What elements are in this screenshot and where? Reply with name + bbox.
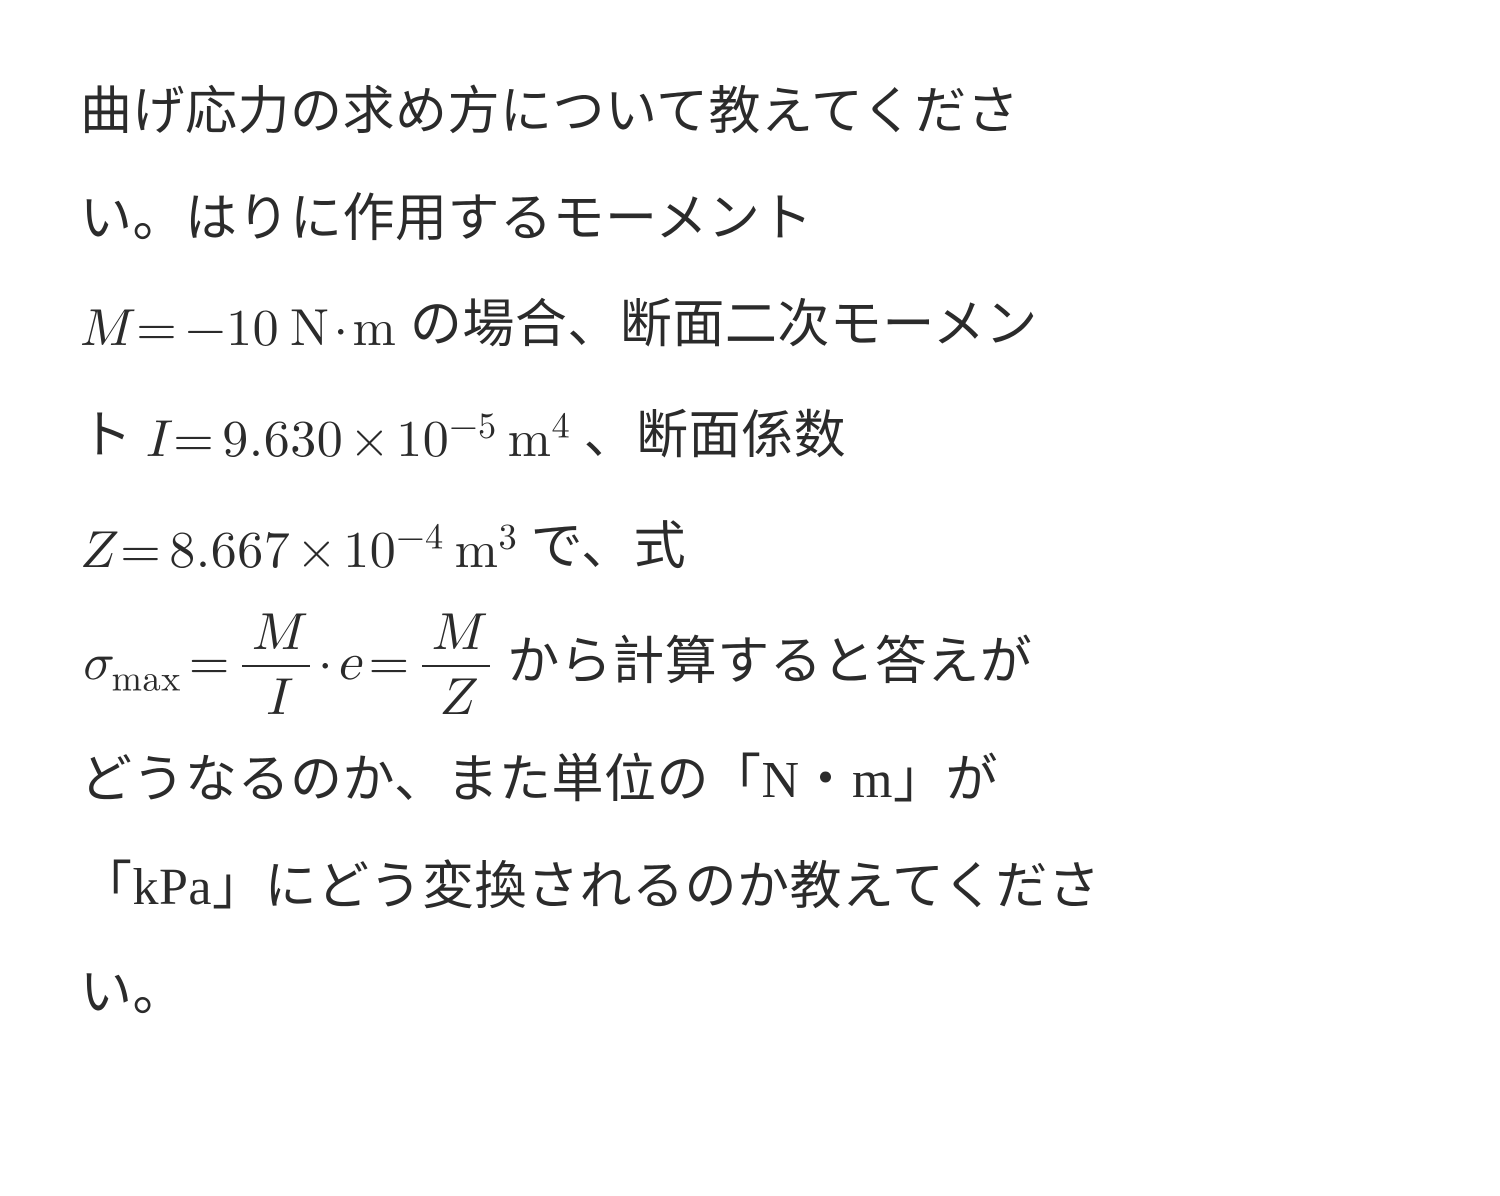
val-Z-mantissa: 8.667 [169,526,290,578]
document-body: 曲げ応力の求め方について教えてくださ い。はりに作用するモーメント M=−10 … [80,60,1430,1048]
sym-times: × [343,415,396,467]
val-ten: 10 [396,415,449,467]
text-line-2: い。はりに作用するモーメント [80,191,813,248]
sym-eq: = [181,638,238,690]
frac-den-I: I [242,667,310,728]
val-M: −10 [185,304,279,356]
equation-moment: M=−10 N·m [80,276,396,384]
text-line-6-suffix: から計算すると答えが [494,634,1033,691]
unit-m: m [455,526,499,578]
sym-Z: Z [80,526,112,578]
space [497,415,508,467]
fraction-M-over-Z: M Z [422,606,490,728]
sym-eq: = [128,304,185,356]
sym-M: M [80,304,128,356]
sym-cdot: · [330,304,353,356]
sym-eq: = [112,526,169,578]
sym-eq: = [165,415,222,467]
sub-max: max [112,662,181,698]
frac-num-M: M [422,606,490,667]
text-line-7: どうなるのか、また単位の「N・m」が [80,752,998,809]
text-line-3-suffix: の場合、断面二次モーメン [396,297,1037,354]
unit-N: N [290,304,330,356]
sym-cdot: · [314,638,337,690]
space [444,526,455,578]
val-I-mantissa: 9.630 [222,415,343,467]
equation-inertia: I=9.630×10−5 m4 [146,387,570,495]
equation-sigma-max: σmax= M I ·e= M Z [80,606,494,728]
sym-sigma: σ [80,638,112,690]
sym-I: I [146,415,165,467]
val-ten: 10 [343,526,396,578]
frac-den-Z: Z [422,667,490,728]
val-Z-exp: −4 [396,521,444,557]
frac-num-M: M [242,606,310,667]
unit-m-exp-4: 4 [551,410,570,446]
unit-m: m [508,415,552,467]
text-line-5-suffix: で、式 [517,519,686,576]
equation-section-modulus: Z=8.667×10−4 m3 [80,498,517,606]
sym-eq: = [361,638,418,690]
sym-e: e [337,638,361,690]
text-line-4-prefix: ト [80,408,146,465]
text-line-4-suffix: 、断面係数 [570,408,846,465]
text-line-8: 「kPa」にどう変換されるのか教えてくださ [80,859,1100,916]
sym-times: × [290,526,343,578]
space [279,304,290,356]
val-I-exp: −5 [449,410,497,446]
text-line-9: い。 [80,965,185,1022]
unit-m-exp-3: 3 [498,521,517,557]
fraction-M-over-I: M I [242,606,310,728]
text-line-1: 曲げ応力の求め方について教えてくださ [80,84,1019,141]
unit-m: m [353,304,397,356]
